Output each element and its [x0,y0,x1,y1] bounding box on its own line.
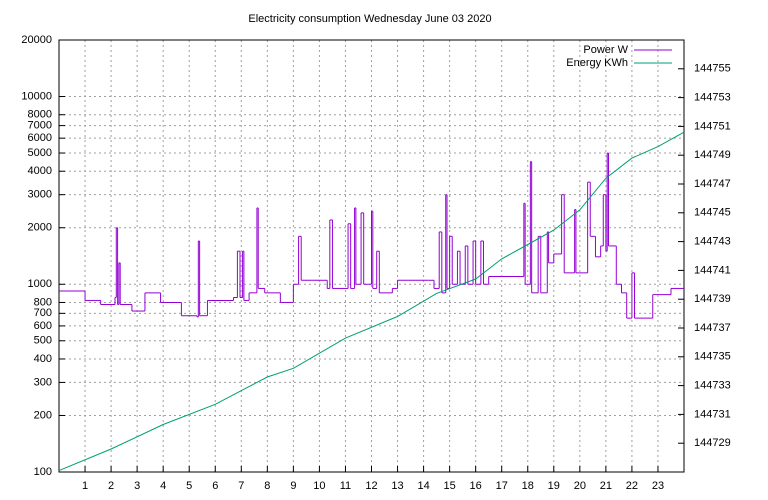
line [58,131,685,472]
y-tick-label: 100 [34,466,52,478]
x-tick-label: 17 [496,480,508,492]
x-tick-label: 1 [82,480,88,492]
x-tick-label: 12 [365,480,377,492]
y-tick-label: 2000 [28,222,52,234]
x-tick-label: 13 [391,480,403,492]
y-tick-label: 20000 [21,34,52,46]
y2-tick-label: 144743 [694,236,731,248]
y2-tick-label: 144751 [694,120,731,132]
x-tick-label: 19 [548,480,560,492]
y2-tick-label: 144729 [694,437,731,449]
y-tick-label: 400 [34,353,52,365]
y2-tick-label: 144755 [694,63,731,75]
chart-title: Electricity consumption Wednesday June 0… [248,13,491,25]
x-tick-label: 22 [626,480,638,492]
legend-label: Power W [583,44,628,56]
y-tick-label: 3000 [28,189,52,201]
y-tick-label: 600 [34,320,52,332]
y-tick-label: 800 [34,296,52,308]
y2-tick-label: 144741 [694,264,731,276]
y-tick-label: 8000 [28,109,52,121]
x-tick-label: 18 [522,480,534,492]
x-tick-label: 23 [652,480,664,492]
x-tick-label: 16 [470,480,482,492]
x-tick-label: 3 [134,480,140,492]
y2-tick-label: 144749 [694,149,731,161]
x-tick-label: 4 [160,480,166,492]
x-tick-label: 8 [264,480,270,492]
y-tick-label: 7000 [28,120,52,132]
y-tick-label: 5000 [28,147,52,159]
y-tick-label: 200 [34,409,52,421]
x-tick-label: 7 [238,480,244,492]
y2-tick-label: 144735 [694,351,731,363]
x-tick-label: 21 [600,480,612,492]
y-tick-label: 300 [34,376,52,388]
y2-tick-label: 144737 [694,322,731,334]
y-tick-label: 700 [34,307,52,319]
x-tick-label: 11 [340,480,351,492]
y2-tick-label: 144731 [694,408,731,420]
legend-label: Energy KWh [566,57,628,69]
y2-tick-label: 144733 [694,380,731,392]
y2-tick-label: 144745 [694,207,731,219]
y2-tick-label: 144747 [694,178,731,190]
x-tick-label: 2 [108,480,114,492]
x-tick-label: 6 [212,480,218,492]
plot-frame [58,39,685,473]
y-tick-label: 10000 [21,90,52,102]
y-tick-label: 1000 [28,278,52,290]
x-tick-label: 5 [186,480,192,492]
y2-tick-label: 144739 [694,293,731,305]
y-tick-label: 500 [34,335,52,347]
x-tick-label: 14 [417,480,429,492]
x-tick-label: 20 [574,480,586,492]
y-tick-label: 4000 [28,165,52,177]
x-tick-label: 10 [313,480,325,492]
y2-tick-label: 144753 [694,92,731,104]
y-tick-label: 6000 [28,132,52,144]
x-tick-label: 9 [290,480,296,492]
x-tick-label: 15 [444,480,456,492]
